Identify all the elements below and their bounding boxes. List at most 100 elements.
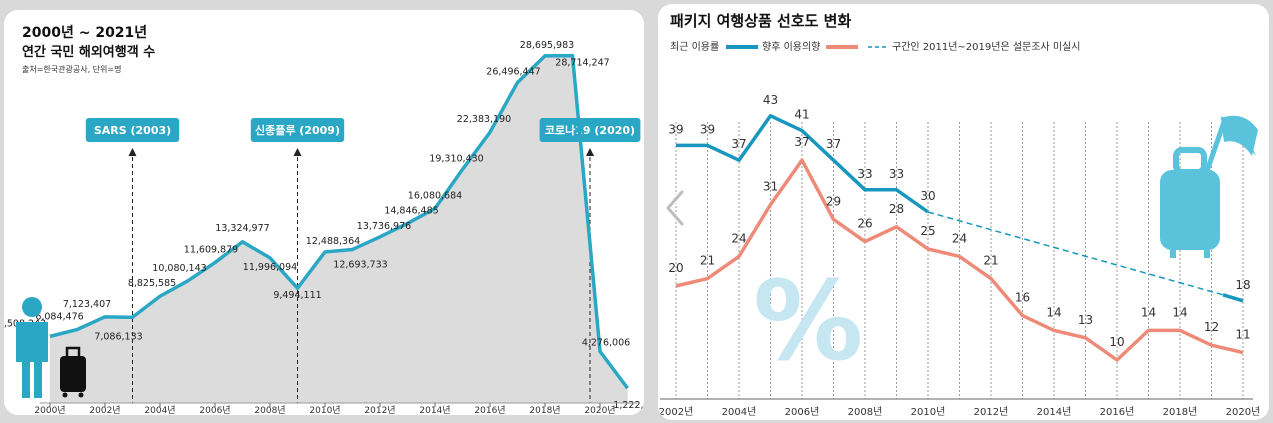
value-label: 8,825,585	[128, 278, 176, 289]
x-tick-label: 2008년	[848, 406, 883, 418]
suitcase-flag-icon	[1160, 115, 1258, 258]
x-tick-label: 2018년	[1163, 406, 1198, 418]
recent-value-label: 41	[794, 108, 809, 122]
value-label: 28,695,983	[520, 40, 574, 51]
x-axis-ticks: 2002년 2004년 2006년 2008년 2010년 2012년 2014년 2016년…	[659, 398, 1261, 418]
area-fill-shape	[50, 55, 628, 403]
value-label: 13,736,976	[357, 221, 411, 232]
event-markers: SARS (2003) 신종플루 (2009) 코로나19 (2020)	[85, 118, 641, 403]
x-tick-label: 2004년	[144, 405, 175, 415]
value-label: 16,080,684	[408, 190, 462, 201]
travelers-line-path	[49, 53, 629, 390]
series-end-segment	[1222, 293, 1244, 303]
x-tick-label: 2014년	[419, 405, 450, 415]
area-fill	[50, 55, 628, 403]
x-tick-label: 2016년	[1100, 406, 1135, 418]
future-value-label: 28	[889, 202, 904, 216]
recent-value-label: 33	[857, 167, 872, 181]
value-label: 1,222,541	[613, 400, 644, 411]
x-tick-label: 2020년	[584, 405, 615, 415]
future-value-label: 21	[983, 254, 998, 268]
prev-arrow-button[interactable]	[660, 186, 690, 230]
event-arrow	[128, 148, 137, 156]
legend-label-recent: 최근 이용률	[670, 41, 719, 53]
event-arrow	[586, 148, 594, 156]
value-label: 14,846,485	[384, 205, 438, 216]
right-chart-panel: % 39 39 37 43 41 37 33 33 30 18 20 21 24 31 37 29 26 28 25…	[658, 4, 1269, 420]
event-label: 코로나19 (2020)	[545, 123, 635, 137]
value-label: 4,276,006	[582, 337, 630, 348]
future-value-label: 13	[1078, 313, 1093, 327]
left-chart-source: 출처=한국관광공사, 단위=명	[22, 64, 121, 74]
recent-value-label: 39	[700, 122, 715, 136]
series-gap-dashed	[927, 211, 1224, 296]
recent-value-label: 43	[763, 93, 778, 107]
x-tick-label: 2018년	[529, 405, 560, 415]
recent-value-label: 37	[731, 137, 746, 151]
x-tick-label: 2006년	[199, 405, 230, 415]
series-recent-line	[676, 114, 930, 214]
x-tick-label: 2008년	[254, 405, 285, 415]
recent-value-label: 33	[889, 167, 904, 181]
value-label: 19,310,430	[429, 153, 483, 164]
future-value-label: 24	[952, 231, 967, 245]
event-label: SARS (2003)	[94, 124, 171, 137]
x-tick-label: 2020년	[1226, 406, 1261, 418]
event-badge	[539, 118, 641, 142]
value-labels: 5,508,2426,084,4767,123,4077,086,1338,82…	[4, 40, 644, 411]
traveler-icon	[16, 297, 86, 398]
event-arrow	[293, 148, 302, 156]
future-value-label: 29	[826, 194, 841, 208]
travelers-area-chart: SARS (2003) 신종플루 (2009) 코로나19 (2020) 5,508…	[4, 25, 644, 415]
legend-label-future: 향후 이용의향	[762, 41, 820, 53]
right-chart-title: 패키지 여행상품 선호도 변화	[670, 12, 851, 30]
value-label: 26,496,447	[486, 66, 540, 77]
value-label: 6,084,476	[35, 311, 83, 322]
package-preference-chart: % 39 39 37 43 41 37 33 33 30 18 20 21 24 31 37 29 26 28 25…	[659, 12, 1261, 418]
recent-value-label: 30	[920, 189, 935, 203]
legend-note: 구간인 2011년~2019년은 설문조사 미실시	[892, 41, 1080, 53]
value-label: 12,488,364	[306, 236, 360, 247]
left-chart-subtitle: 연간 국민 해외여행객 수	[22, 44, 155, 60]
recent-value-label: 37	[826, 137, 841, 151]
value-label: 11,996,094	[243, 262, 297, 273]
chevron-left-icon	[665, 189, 685, 227]
future-value-label: 14	[1172, 305, 1187, 319]
recent-value-label: 39	[668, 122, 683, 136]
value-label: 22,383,190	[457, 114, 511, 125]
recent-value-label: 18	[1235, 278, 1250, 292]
x-tick-label: 2002년	[659, 406, 694, 418]
x-tick-label: 2012년	[974, 406, 1009, 418]
future-value-label: 12	[1204, 320, 1219, 334]
value-label: 7,086,133	[94, 331, 142, 342]
value-label: 28,714,247	[555, 58, 609, 69]
x-tick-label: 2000년	[34, 405, 65, 415]
travelers-line	[49, 53, 629, 390]
x-axis-ticks: 2000년 2002년 2004년 2006년 2008년 2010년 2012년 2014년…	[34, 402, 638, 415]
future-value-label: 20	[668, 261, 683, 275]
future-value-label: 10	[1109, 335, 1124, 349]
future-value-label: 21	[700, 254, 715, 268]
future-value-label: 14	[1046, 305, 1061, 319]
left-chart-panel: SARS (2003) 신종플루 (2009) 코로나19 (2020) 5,508…	[4, 10, 644, 415]
series-future-line	[675, 158, 1244, 362]
event-badge	[85, 118, 180, 142]
value-label: 13,324,977	[215, 223, 269, 234]
x-tick-label: 2014년	[1037, 406, 1072, 418]
x-tick-label: 2012년	[364, 405, 395, 415]
future-value-label: 26	[857, 217, 872, 231]
x-tick-label: 2004년	[722, 406, 757, 418]
x-tick-label: 2016년	[474, 405, 505, 415]
legend: 최근 이용률 향후 이용의향 구간인 2011년~2019년은 설문조사 미실시	[670, 41, 1080, 53]
x-tick-label: 2010년	[911, 406, 946, 418]
series-value-labels: 39 39 37 43 41 37 33 33 30 18 20 21 24 31 37 29 26 28 25 24…	[668, 93, 1250, 349]
value-label: 11,609,879	[184, 245, 238, 256]
value-label: 10,080,143	[152, 263, 206, 274]
value-label: 12,693,733	[333, 259, 387, 270]
future-value-label: 25	[920, 224, 935, 238]
future-value-label: 11	[1235, 328, 1250, 342]
percent-glyph: %	[753, 257, 863, 385]
event-label: 신종플루 (2009)	[255, 123, 340, 137]
x-tick-label: 2002년	[89, 405, 120, 415]
x-tick-label: 2006년	[785, 406, 820, 418]
